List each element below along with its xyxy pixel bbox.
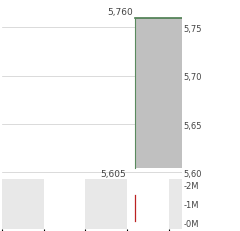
- Text: 5,760: 5,760: [107, 8, 132, 17]
- Bar: [2, 179, 44, 229]
- Bar: [168, 179, 182, 229]
- Text: 5,605: 5,605: [100, 169, 126, 178]
- Bar: [85, 179, 127, 229]
- Bar: [135, 18, 182, 168]
